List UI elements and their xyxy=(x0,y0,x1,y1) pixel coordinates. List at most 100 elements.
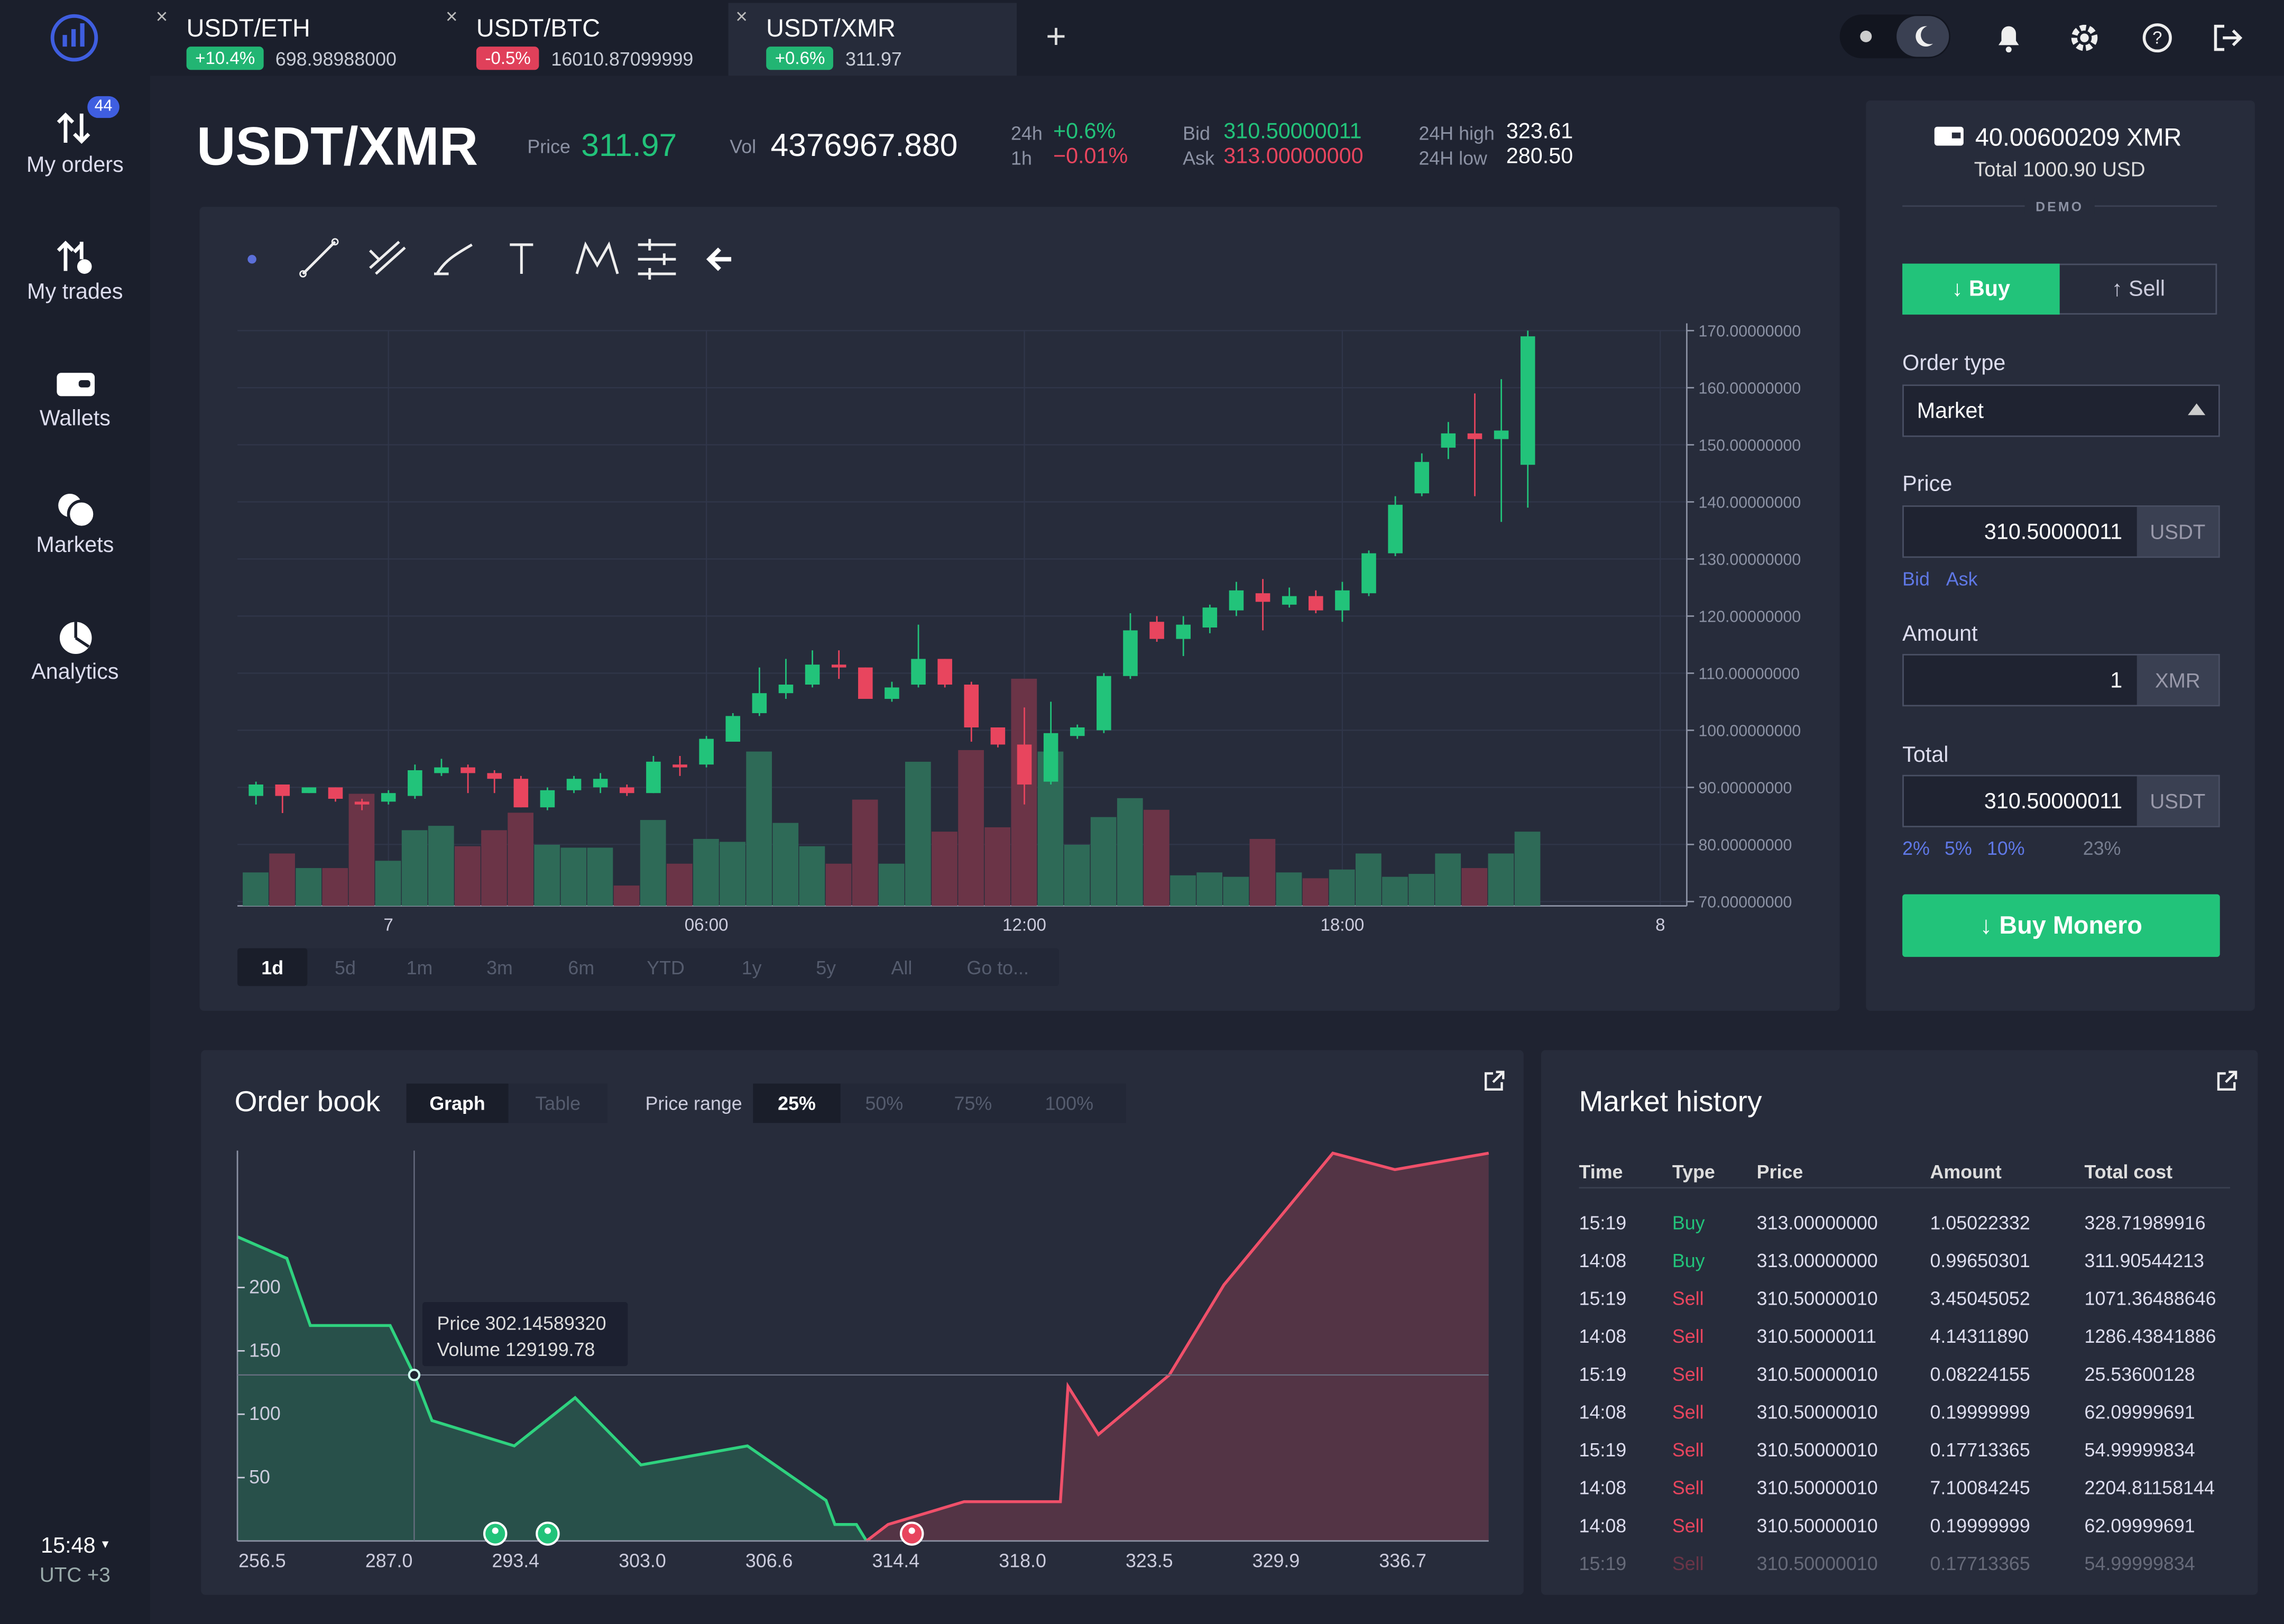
price-range-button[interactable]: 100% xyxy=(1045,1092,1094,1114)
bid: 310.50000011 xyxy=(1223,119,1362,144)
volume-bar xyxy=(746,751,772,906)
bids-line xyxy=(236,1235,868,1542)
column-header: Type xyxy=(1672,1160,1715,1183)
tab-pair[interactable]: USDT/XMR xyxy=(766,14,896,42)
price-range-button[interactable]: 25% xyxy=(778,1092,816,1114)
candle-body xyxy=(1282,596,1297,605)
help-icon[interactable]: ? xyxy=(2141,22,2174,54)
range-button[interactable]: 1d xyxy=(261,957,284,979)
range-button[interactable]: 1y xyxy=(741,957,762,979)
nav-label[interactable]: Analytics xyxy=(31,660,119,685)
close-tab[interactable]: × xyxy=(155,4,168,28)
price-range-button[interactable]: 50% xyxy=(865,1092,904,1114)
volume-bar xyxy=(348,793,375,906)
price-range-button[interactable]: 75% xyxy=(954,1092,992,1114)
volume-bar xyxy=(296,868,322,906)
settings-icon[interactable] xyxy=(2068,22,2101,54)
logout-icon[interactable] xyxy=(2211,22,2243,54)
buy-tab[interactable] xyxy=(1902,263,2060,315)
range-button[interactable]: YTD xyxy=(647,957,685,979)
table-cell: Sell xyxy=(1672,1439,1704,1461)
last-price: 311.97 xyxy=(581,126,677,163)
volume: 4376967.880 xyxy=(770,126,958,163)
view-tab[interactable]: Table xyxy=(535,1092,581,1114)
close-tab[interactable]: × xyxy=(735,4,748,28)
range-button[interactable]: 6m xyxy=(568,957,595,979)
nav-label[interactable]: Wallets xyxy=(39,406,110,431)
submit-label[interactable]: ↓ Buy Monero xyxy=(1902,913,2220,938)
table-cell: Sell xyxy=(1672,1363,1704,1386)
popout-icon[interactable] xyxy=(1483,1069,1506,1092)
x-tick-label: 306.6 xyxy=(745,1550,793,1571)
candle-body xyxy=(1414,462,1430,494)
table-cell: 15:19 xyxy=(1579,1363,1627,1386)
x-tick-label: 303.0 xyxy=(619,1550,666,1571)
range-button[interactable]: 5y xyxy=(816,957,836,979)
sell-tab-label[interactable]: ↑ Sell xyxy=(2060,278,2217,300)
range-button[interactable]: All xyxy=(891,957,913,979)
table-cell: 3.45045052 xyxy=(1930,1287,2030,1309)
view-tab[interactable]: Graph xyxy=(429,1092,485,1114)
x-tick-label: 7 xyxy=(384,916,393,935)
arrow: ↓ xyxy=(1951,276,1969,302)
candle-body xyxy=(1361,553,1376,594)
stat-label: Ask xyxy=(1183,147,1214,169)
tab-pair[interactable]: USDT/ETH xyxy=(186,14,310,42)
add-tab[interactable]: + xyxy=(1046,17,1066,57)
volume-bar xyxy=(375,861,401,906)
candle-body xyxy=(673,764,687,768)
range-button[interactable]: 3m xyxy=(486,957,513,979)
logo[interactable] xyxy=(50,13,99,63)
volume-bar xyxy=(666,863,693,906)
buy-tab-label[interactable]: ↓ Buy xyxy=(1902,278,2060,300)
wallet-icon xyxy=(1934,126,1964,146)
table-cell: 310.50000010 xyxy=(1756,1401,1878,1423)
nav-label[interactable]: My trades xyxy=(27,279,123,304)
table-cell: 1.05022332 xyxy=(1930,1212,2030,1234)
percent-link[interactable]: 10% xyxy=(1986,837,2025,860)
field-label: Order type xyxy=(1902,350,2006,376)
range-button[interactable]: 5d xyxy=(335,957,356,979)
range-button[interactable]: 1m xyxy=(406,957,433,979)
candle-body xyxy=(1017,744,1032,785)
drawing-toolbar[interactable] xyxy=(233,236,758,282)
sidebar xyxy=(0,0,150,1624)
candle-body xyxy=(1149,622,1164,639)
table-cell: 0.17713365 xyxy=(1930,1439,2030,1461)
bid-link[interactable]: Bid xyxy=(1902,568,1930,590)
candle-body xyxy=(487,773,502,779)
price-chart[interactable]: 70.00000000 80.00000000 90.00000000 100.000… xyxy=(199,207,1839,1011)
unit: USDT xyxy=(2150,520,2206,543)
x-tick-label: 329.9 xyxy=(1252,1550,1300,1571)
submit-button[interactable] xyxy=(1902,894,2220,957)
ask-link[interactable]: Ask xyxy=(1946,568,1978,590)
range-button[interactable]: Go to... xyxy=(966,957,1029,979)
percent-link[interactable]: 5% xyxy=(1945,837,1972,860)
clock[interactable]: 15:48 xyxy=(41,1534,96,1558)
x-tick-label: 287.0 xyxy=(365,1550,413,1571)
volume-bar xyxy=(1196,872,1223,906)
nav-label[interactable]: My orders xyxy=(26,153,124,178)
y-tick-label: 160.00000000 xyxy=(1698,380,1801,397)
popout-icon[interactable] xyxy=(2216,1069,2239,1092)
table-cell: 0.17713365 xyxy=(1930,1552,2030,1575)
depth-chart[interactable]: 50 100 150 200 256.5 287.0 293.4 303.0 306.6 314.… xyxy=(201,1050,1524,1594)
close-tab[interactable]: × xyxy=(446,4,458,28)
percent-link[interactable]: 2% xyxy=(1902,837,1930,860)
candle-body xyxy=(858,667,873,699)
table-cell: 14:08 xyxy=(1579,1325,1627,1348)
tab-pair[interactable]: USDT/BTC xyxy=(476,14,601,42)
table-cell: 1286.43841886 xyxy=(2084,1325,2216,1348)
table-cell: 25.53600128 xyxy=(2084,1363,2195,1386)
field-label: Price xyxy=(1902,472,1953,497)
fee: 23% xyxy=(2083,837,2121,860)
amount-value: 1 xyxy=(2110,668,2123,694)
volume-bar xyxy=(560,847,587,906)
analytics-icon xyxy=(59,622,92,654)
volume-bar xyxy=(1355,853,1382,906)
nav-label[interactable]: Markets xyxy=(36,533,114,558)
order-type-select[interactable] xyxy=(1902,384,2220,437)
tooltip-value: 129199.78 xyxy=(505,1338,595,1361)
asks-line xyxy=(865,1151,1489,1543)
bell-icon[interactable] xyxy=(1994,22,2023,54)
